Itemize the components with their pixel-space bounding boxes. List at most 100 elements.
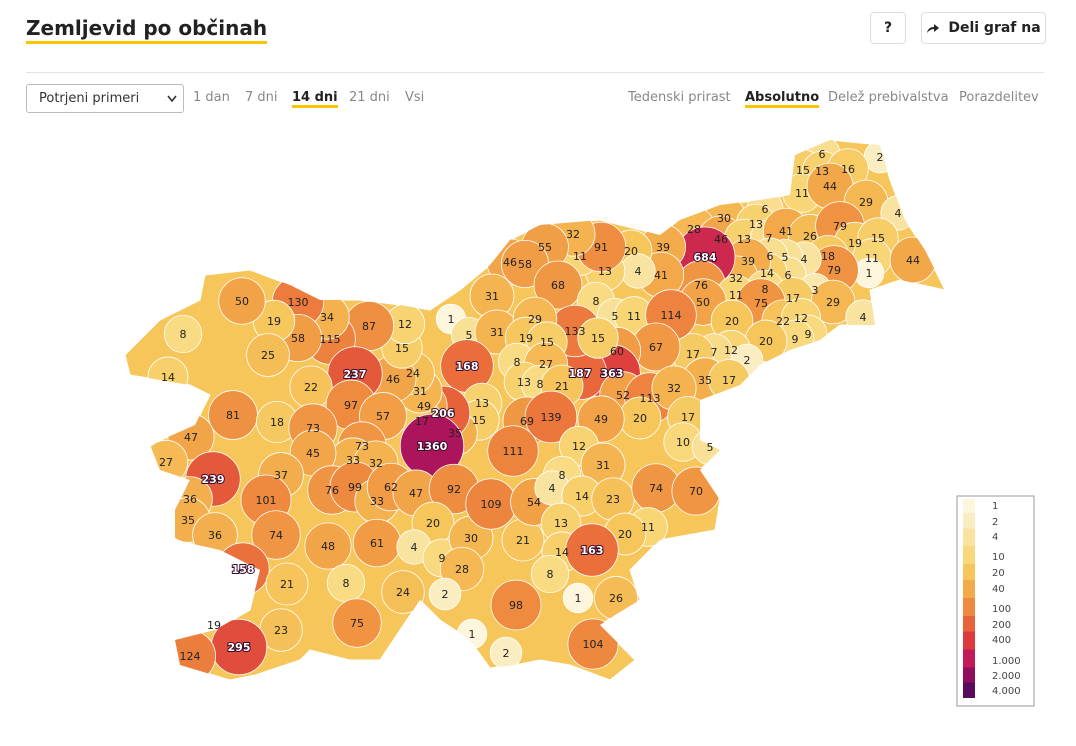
municipality-label: 8 [559,469,566,482]
municipality-label: 22 [304,381,318,394]
share-button[interactable]: Deli graf na [921,12,1046,44]
municipality-label: 49 [417,400,431,413]
municipality-label: 87 [362,320,376,333]
municipality-label: 23 [606,493,620,506]
legend-label: 20 [992,568,1005,579]
select[interactable]: Potrjeni primeri [26,84,184,113]
municipality [304,522,352,570]
municipality-label: 97 [344,399,358,412]
view-tab[interactable]: Absolutno [745,90,820,108]
municipality-label: 29 [826,296,840,309]
municipality-label: 5 [782,251,789,264]
municipality-label: 8 [762,283,769,296]
municipality-label: 4 [895,207,902,220]
municipality-label: 17 [786,292,800,305]
municipality-label: 8 [593,295,600,308]
municipality-label: 24 [396,586,410,599]
municipality-label: 76 [694,279,708,292]
legend-label: 200 [992,620,1011,631]
municipality-label: 187 [569,367,592,380]
municipality-label: 98 [509,599,523,612]
help-button[interactable]: ? [870,12,906,44]
municipality-label: 33 [346,454,360,467]
municipality-label: 7 [711,346,718,359]
period-tab[interactable]: Vsi [405,90,425,105]
municipality-label: 158 [232,563,255,576]
period-tab[interactable]: 21 dni [349,90,390,105]
municipality-label: 15 [472,414,486,427]
municipality-label: 61 [370,537,384,550]
municipality-label: 17 [415,415,429,428]
share-label: Deli graf na [948,20,1041,36]
municipality-label: 20 [618,528,632,541]
municipality-label: 30 [464,532,478,545]
municipality-label: 2 [442,588,449,601]
municipality-label: 62 [384,481,398,494]
municipality-label: 295 [228,641,251,654]
municipality-label: 58 [518,258,532,271]
municipality-label: 13 [517,376,531,389]
legend-label: 100 [992,604,1011,615]
municipality-label: 31 [413,385,427,398]
municipality-label: 8 [537,378,544,391]
view-tab[interactable]: Tedenski prirast [628,90,731,105]
municipality-label: 81 [226,409,240,422]
municipality-label: 11 [865,252,879,265]
municipality-label: 14 [575,490,589,503]
municipality-label: 29 [859,196,873,209]
municipality-label: 13 [749,218,763,231]
view-tab[interactable]: Porazdelitev [959,90,1039,105]
municipality-label: 206 [432,407,455,420]
municipality-label: 74 [649,482,663,495]
municipality-label: 32 [667,382,681,395]
legend-label: 1.000 [992,656,1021,667]
municipality-label: 1 [866,267,873,280]
municipality-label: 4 [411,541,418,554]
municipality-label: 19 [207,619,221,632]
municipality-label: 99 [348,481,362,494]
municipality-label: 17 [681,411,695,424]
municipality-label: 13 [598,265,612,278]
municipality-label: 11 [729,289,743,302]
municipality-label: 7 [766,232,773,245]
municipality-label: 111 [503,445,524,458]
municipality-label: 13 [475,397,489,410]
municipality-label: 139 [541,411,562,424]
municipality-label: 13 [815,165,829,178]
municipality-label: 6 [762,203,769,216]
legend-swatch [963,682,975,698]
period-tab[interactable]: 14 dni [292,90,338,108]
municipality-label: 12 [794,312,808,325]
municipality-label: 2 [744,354,751,367]
municipality-label: 1 [575,592,582,605]
municipality-label: 16 [841,163,855,176]
municipality-label: 22 [776,315,790,328]
municipality-label: 8 [343,577,350,590]
municipality-label: 163 [581,544,604,557]
municipality-label: 31 [596,459,610,472]
municipality-label: 20 [426,517,440,530]
municipality-label: 14 [161,371,175,384]
municipality [487,425,539,477]
legend-label: 400 [992,635,1011,646]
municipality-label: 58 [291,332,305,345]
municipality-label: 6 [819,148,826,161]
municipality-label: 109 [481,498,502,511]
municipality [562,582,594,614]
municipality-label: 75 [754,297,768,310]
period-tab[interactable]: 1 dan [193,90,230,105]
municipality-label: 47 [184,431,198,444]
municipality [577,317,619,359]
period-tab[interactable]: 7 dni [245,90,278,105]
municipality-label: 133 [565,325,586,338]
view-tab[interactable]: Delež prebivalstva [828,90,949,105]
municipality-label: 6 [767,250,774,263]
legend-swatch [963,649,975,668]
municipality-label: 19 [267,315,281,328]
municipality [428,577,462,611]
municipality-label: 15 [796,164,810,177]
legend-swatch [963,580,975,598]
municipality-label: 69 [520,415,534,428]
municipality [533,260,583,310]
